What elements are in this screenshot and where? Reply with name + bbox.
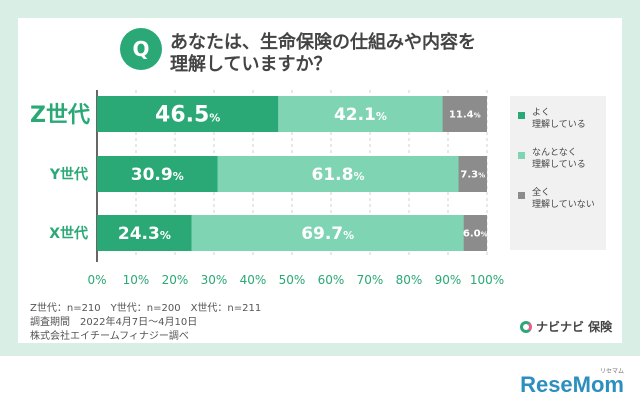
x-tick-label: 40%	[240, 273, 267, 287]
legend: よく 理解している なんとなく 理解している 全く 理解していない	[510, 96, 606, 250]
watermark-logo: ReseMom	[520, 372, 624, 397]
legend-swatch-1	[518, 152, 525, 159]
bar-segment	[458, 156, 487, 192]
data-label: 7.3%	[460, 170, 485, 181]
data-label-unit: %	[173, 170, 184, 183]
legend-label-0: よく 理解している	[532, 108, 586, 130]
data-label: 42.1%	[334, 105, 387, 125]
legend-swatch-2	[518, 192, 525, 199]
brand-name: ナビナビ 保険	[536, 320, 613, 334]
bar-segment	[97, 96, 279, 132]
source-note: 株式会社エイチームフィナジー調べ	[30, 331, 189, 342]
bar-segment	[463, 215, 487, 251]
survey-period-note: 調査期間 2022年4月7日～4月10日	[30, 317, 198, 328]
x-tick-label: 0%	[87, 273, 106, 287]
data-label: 6.0%	[463, 229, 488, 240]
x-tick-label: 70%	[357, 273, 384, 287]
question-title-line1: あなたは、生命保険の仕組みや内容を	[170, 32, 476, 53]
data-label-unit: %	[160, 229, 171, 242]
legend-label-1: なんとなく 理解している	[532, 148, 586, 170]
x-tick-label: 60%	[318, 273, 345, 287]
x-tick-label: 90%	[435, 273, 462, 287]
bar-segment	[97, 156, 218, 192]
x-tick-label: 80%	[396, 273, 423, 287]
data-label-unit: %	[376, 110, 387, 123]
data-label: 24.3%	[118, 224, 171, 244]
data-label-unit: %	[481, 231, 488, 239]
data-label-unit: %	[474, 112, 481, 120]
bar-segment	[191, 215, 464, 251]
data-label-unit: %	[209, 112, 220, 125]
bar-segment	[442, 96, 487, 132]
x-tick-label: 10%	[123, 273, 150, 287]
x-tick-label: 50%	[279, 273, 306, 287]
bar-segment	[217, 156, 459, 192]
data-label: 69.7%	[301, 224, 354, 244]
data-label-unit: %	[353, 170, 364, 183]
x-tick-label: 30%	[201, 273, 228, 287]
x-tick-label: 100%	[470, 273, 504, 287]
legend-label-2: 全く 理解していない	[532, 188, 595, 210]
question-badge: Q	[120, 28, 162, 70]
data-label: 11.4%	[449, 110, 481, 121]
category-label: Y世代	[49, 166, 88, 183]
data-label: 30.9%	[131, 165, 184, 185]
question-title-line2: 理解していますか？	[170, 54, 332, 75]
stacked-bar-chart: 0% 10% 20% 30% 40% 50% 60% 70% 80% 90% 100% Z世代 46.5…	[30, 90, 504, 287]
watermark-small: リセマム	[600, 368, 625, 375]
data-label: 61.8%	[312, 165, 365, 185]
data-label: 46.5%	[155, 103, 220, 128]
category-label: Z世代	[30, 103, 90, 128]
data-label-unit: %	[343, 229, 354, 242]
x-tick-label: 20%	[162, 273, 189, 287]
data-label-unit: %	[478, 172, 485, 180]
brand-icon	[520, 320, 532, 333]
bar-segment	[278, 96, 443, 132]
category-label: X世代	[49, 225, 88, 242]
legend-swatch-0	[518, 112, 525, 119]
sample-size-note: Z世代：n=210 Y世代：n=200 X世代：n=211	[30, 303, 262, 314]
bar-segment	[97, 215, 192, 251]
brand-logo: ナビナビ 保険	[520, 318, 612, 335]
